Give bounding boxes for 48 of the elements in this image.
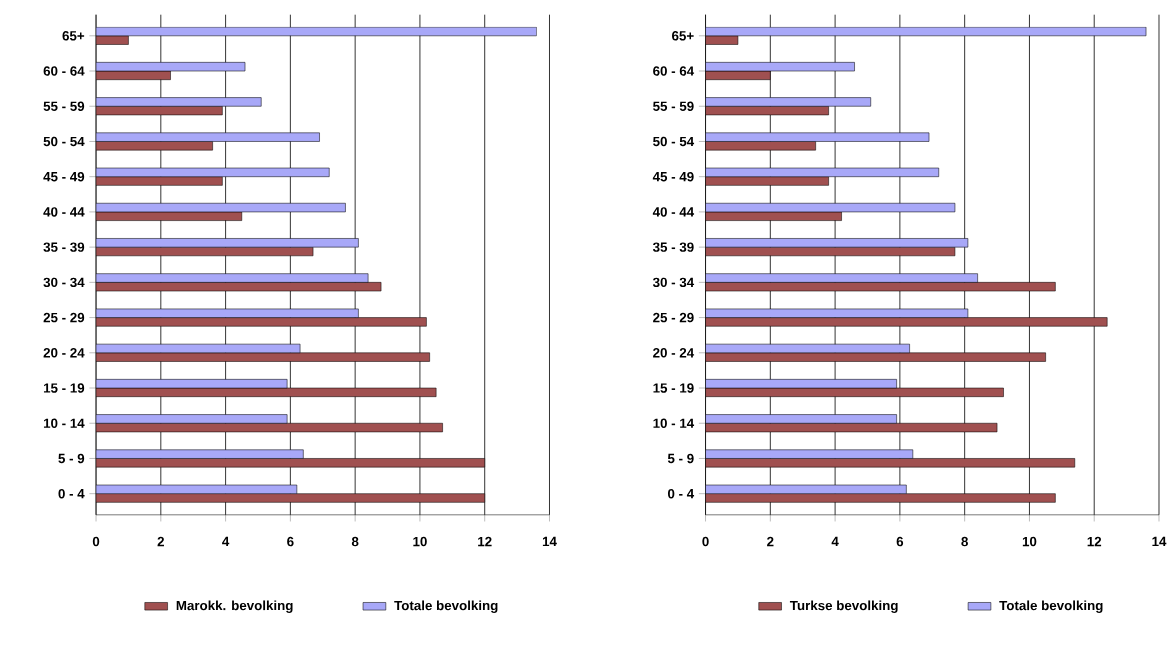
x-tick-label: 4 xyxy=(831,537,839,547)
x-tick-label: 14 xyxy=(1152,537,1167,547)
x-tick-label: 8 xyxy=(961,537,968,547)
x-tick-label: 12 xyxy=(478,537,492,547)
y-tick-label: 5 - 9 xyxy=(58,453,85,464)
x-tick-label: 4 xyxy=(222,537,230,547)
y-tick-label: 10 - 14 xyxy=(43,418,85,429)
x-tick-label: 0 xyxy=(92,537,100,547)
y-tick-label: 35 - 39 xyxy=(43,242,85,253)
y-tick-label: 60 - 64 xyxy=(653,66,695,76)
legend-label: Turkse bevolking xyxy=(789,600,898,614)
y-tick-label: 45 - 49 xyxy=(652,172,694,182)
y-tick-label: 20 - 24 xyxy=(43,348,85,358)
y-tick-label: 45 - 49 xyxy=(43,172,85,182)
y-tick-label: 25 - 29 xyxy=(653,313,694,323)
y-tick-label: 0 - 4 xyxy=(58,489,85,499)
y-tick-label: 35 - 39 xyxy=(652,242,694,253)
y-tick-label: 65+ xyxy=(62,31,85,41)
x-tick-label: 6 xyxy=(287,537,294,547)
y-tick-label: 30 - 34 xyxy=(43,277,85,288)
x-tick-label: 6 xyxy=(896,537,904,547)
x-tick-label: 12 xyxy=(1087,537,1102,547)
y-tick-label: 55 - 59 xyxy=(653,101,694,112)
y-tick-label: 40 - 44 xyxy=(43,207,85,217)
y-tick-label: 10 - 14 xyxy=(653,418,695,429)
y-tick-label: 30 - 34 xyxy=(652,277,695,288)
y-tick-label: 55 - 59 xyxy=(43,101,85,112)
y-tick-label: 65+ xyxy=(672,31,694,41)
y-tick-label: 15 - 19 xyxy=(653,383,694,393)
x-tick-label: 8 xyxy=(351,537,359,547)
y-tick-label: 15 - 19 xyxy=(43,383,85,393)
legend-label: Totale bevolking xyxy=(394,600,498,614)
x-tick-label: 10 xyxy=(413,537,427,547)
y-tick-label: 5 - 9 xyxy=(667,453,694,464)
legend-label: Totale bevolking xyxy=(999,600,1103,614)
y-tick-label: 20 - 24 xyxy=(653,348,695,358)
y-tick-label: 40 - 44 xyxy=(652,207,695,217)
y-tick-label: 25 - 29 xyxy=(43,313,85,323)
legend-label: Marokk. bevolking xyxy=(176,600,293,614)
x-tick-label: 10 xyxy=(1022,537,1037,547)
x-tick-label: 2 xyxy=(767,537,774,547)
y-tick-label: 0 - 4 xyxy=(668,489,695,499)
y-tick-label: 50 - 54 xyxy=(43,136,85,147)
x-tick-label: 14 xyxy=(542,537,557,547)
y-tick-label: 50 - 54 xyxy=(653,136,695,147)
x-tick-label: 0 xyxy=(702,537,709,547)
x-tick-label: 2 xyxy=(157,537,164,547)
y-tick-label: 60 - 64 xyxy=(43,66,85,76)
